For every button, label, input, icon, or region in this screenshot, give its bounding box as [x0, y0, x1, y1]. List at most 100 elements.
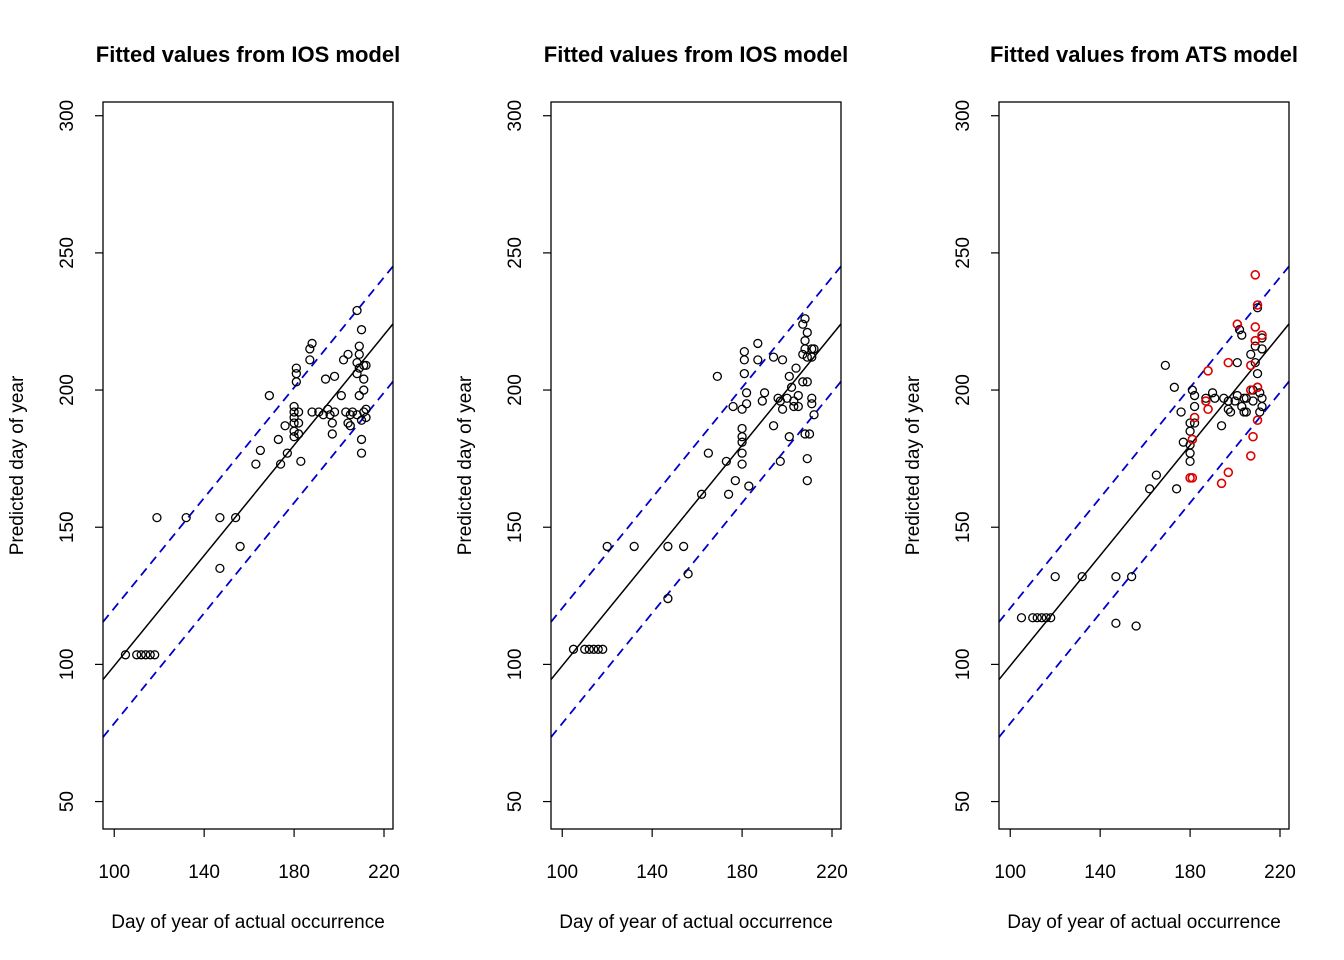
panel-1-point: [361, 360, 371, 371]
panel-1-x-tick-label: 180: [278, 862, 310, 883]
panel-2-point: [791, 363, 801, 373]
panel-1-point: [320, 374, 331, 384]
panel-2-point: [721, 456, 731, 467]
panel-2-point: [663, 541, 673, 552]
panel-2-point: [798, 349, 808, 360]
panel-3-y-tick-label: 300: [953, 100, 974, 132]
panel-1-point: [343, 349, 353, 360]
panel-2-fit-line: [551, 323, 841, 681]
panel-3-point: [1131, 621, 1141, 631]
panel-1-reference-lines: [103, 265, 393, 738]
panel-1-point: [305, 344, 315, 354]
panel-3-highlighted-point: [1216, 478, 1227, 489]
panel-2-points: [568, 314, 819, 654]
panel-1-point: [235, 541, 245, 552]
panel-3-point: [1225, 407, 1236, 417]
panel-2-point: [739, 368, 749, 379]
panel-2-point: [789, 396, 799, 406]
panel-3-point: [1230, 396, 1240, 406]
panel-3-point: [1252, 368, 1263, 379]
panel-3-point: [1187, 385, 1197, 395]
panel-1-point: [136, 650, 146, 660]
panel-1-point: [293, 407, 304, 417]
panel-2-point: [580, 644, 590, 654]
panel-1-point: [352, 305, 362, 316]
panel-1-point: [354, 341, 364, 351]
panel-3-point: [1246, 349, 1256, 360]
panel-2-point: [739, 346, 749, 357]
panel-1-point: [352, 368, 362, 379]
panel-2-point: [737, 432, 747, 442]
panel-1-point: [359, 407, 369, 417]
panel-1-point: [329, 371, 340, 381]
panel-3-point: [1176, 407, 1186, 417]
panel-1-lower-bound-line: [103, 380, 393, 738]
panel-1-point: [289, 401, 299, 412]
panel-3-point: [1255, 388, 1265, 398]
panel-3-point: [1232, 357, 1242, 368]
panel-2-x-tick-label: 100: [546, 862, 578, 883]
panel-1: Fitted values from IOS model Day of year…: [7, 42, 400, 933]
panel-2-point: [804, 429, 815, 439]
panel-2-point: [768, 421, 779, 431]
panel-1-point: [145, 650, 155, 660]
panel-3-highlighted-point: [1203, 404, 1213, 415]
panel-2-point: [807, 352, 817, 362]
panel-1-point: [291, 363, 301, 373]
panel-3-highlighted-point: [1223, 467, 1234, 478]
panel-3-highlighted-point: [1250, 270, 1261, 280]
panel-2-point: [744, 481, 754, 491]
panel-1-point: [291, 368, 301, 379]
panel-3-highlighted-point: [1257, 330, 1267, 340]
panel-2-point: [802, 352, 812, 362]
panel-3-x-tick-label: 100: [994, 862, 1026, 883]
panel-1-point: [314, 407, 324, 417]
panel-2-point: [798, 319, 808, 329]
panel-3-point: [1171, 484, 1182, 494]
panel-1-point: [327, 429, 337, 439]
panel-1-point: [345, 410, 355, 420]
panel-3-point: [1210, 393, 1220, 403]
panel-1-point: [181, 512, 191, 523]
panel-2-point: [784, 371, 794, 381]
panel-1-point: [361, 412, 371, 423]
panel-2-point: [737, 423, 747, 434]
panel-2-point: [730, 475, 740, 486]
panel-2-point: [757, 396, 767, 406]
panel-2-point: [800, 429, 810, 439]
panel-1-point: [325, 410, 335, 420]
panel-1-point: [132, 650, 142, 660]
panel-1-x-tick-label: 100: [98, 862, 130, 883]
panel-2-point: [739, 355, 749, 365]
panel-2-point: [802, 377, 812, 387]
panel-1-point: [296, 456, 306, 467]
panel-2-point: [602, 541, 612, 552]
panel-2-xlabel: Day of year of actual occurrence: [559, 912, 833, 933]
panel-3-highlighted-point: [1189, 412, 1200, 423]
panel-2-point: [737, 404, 747, 414]
panel-2-x-tick-label: 140: [636, 862, 668, 883]
panel-3-point: [1111, 571, 1121, 582]
panel-1-point: [307, 407, 317, 417]
panel-3-point: [1016, 613, 1027, 623]
panel-3-x-tick-label: 180: [1174, 862, 1206, 883]
panel-1-upper-bound-line: [103, 265, 393, 623]
panel-3-highlighted-point: [1252, 300, 1263, 310]
panel-2-point: [807, 393, 817, 403]
panel-2-point: [777, 404, 788, 414]
panel-1-point: [345, 421, 355, 431]
panel-3-point: [1050, 571, 1060, 582]
panel-2-point: [629, 541, 639, 552]
panel-1-y-tick-label: 150: [57, 511, 78, 543]
panel-1-x-tick-label: 140: [188, 862, 220, 883]
panel-3-point: [1252, 303, 1263, 313]
panel-3-fit-line: [999, 323, 1289, 681]
panel-3-point: [1046, 613, 1056, 623]
panel-3-highlighted-point: [1250, 322, 1261, 332]
panel-3-highlighted-point: [1248, 431, 1258, 442]
panel-2-point: [802, 453, 812, 464]
panel-2-point: [789, 401, 799, 412]
panel-3-point: [1160, 360, 1171, 371]
panel-2-point: [768, 352, 779, 362]
panel-1-point: [359, 374, 369, 384]
